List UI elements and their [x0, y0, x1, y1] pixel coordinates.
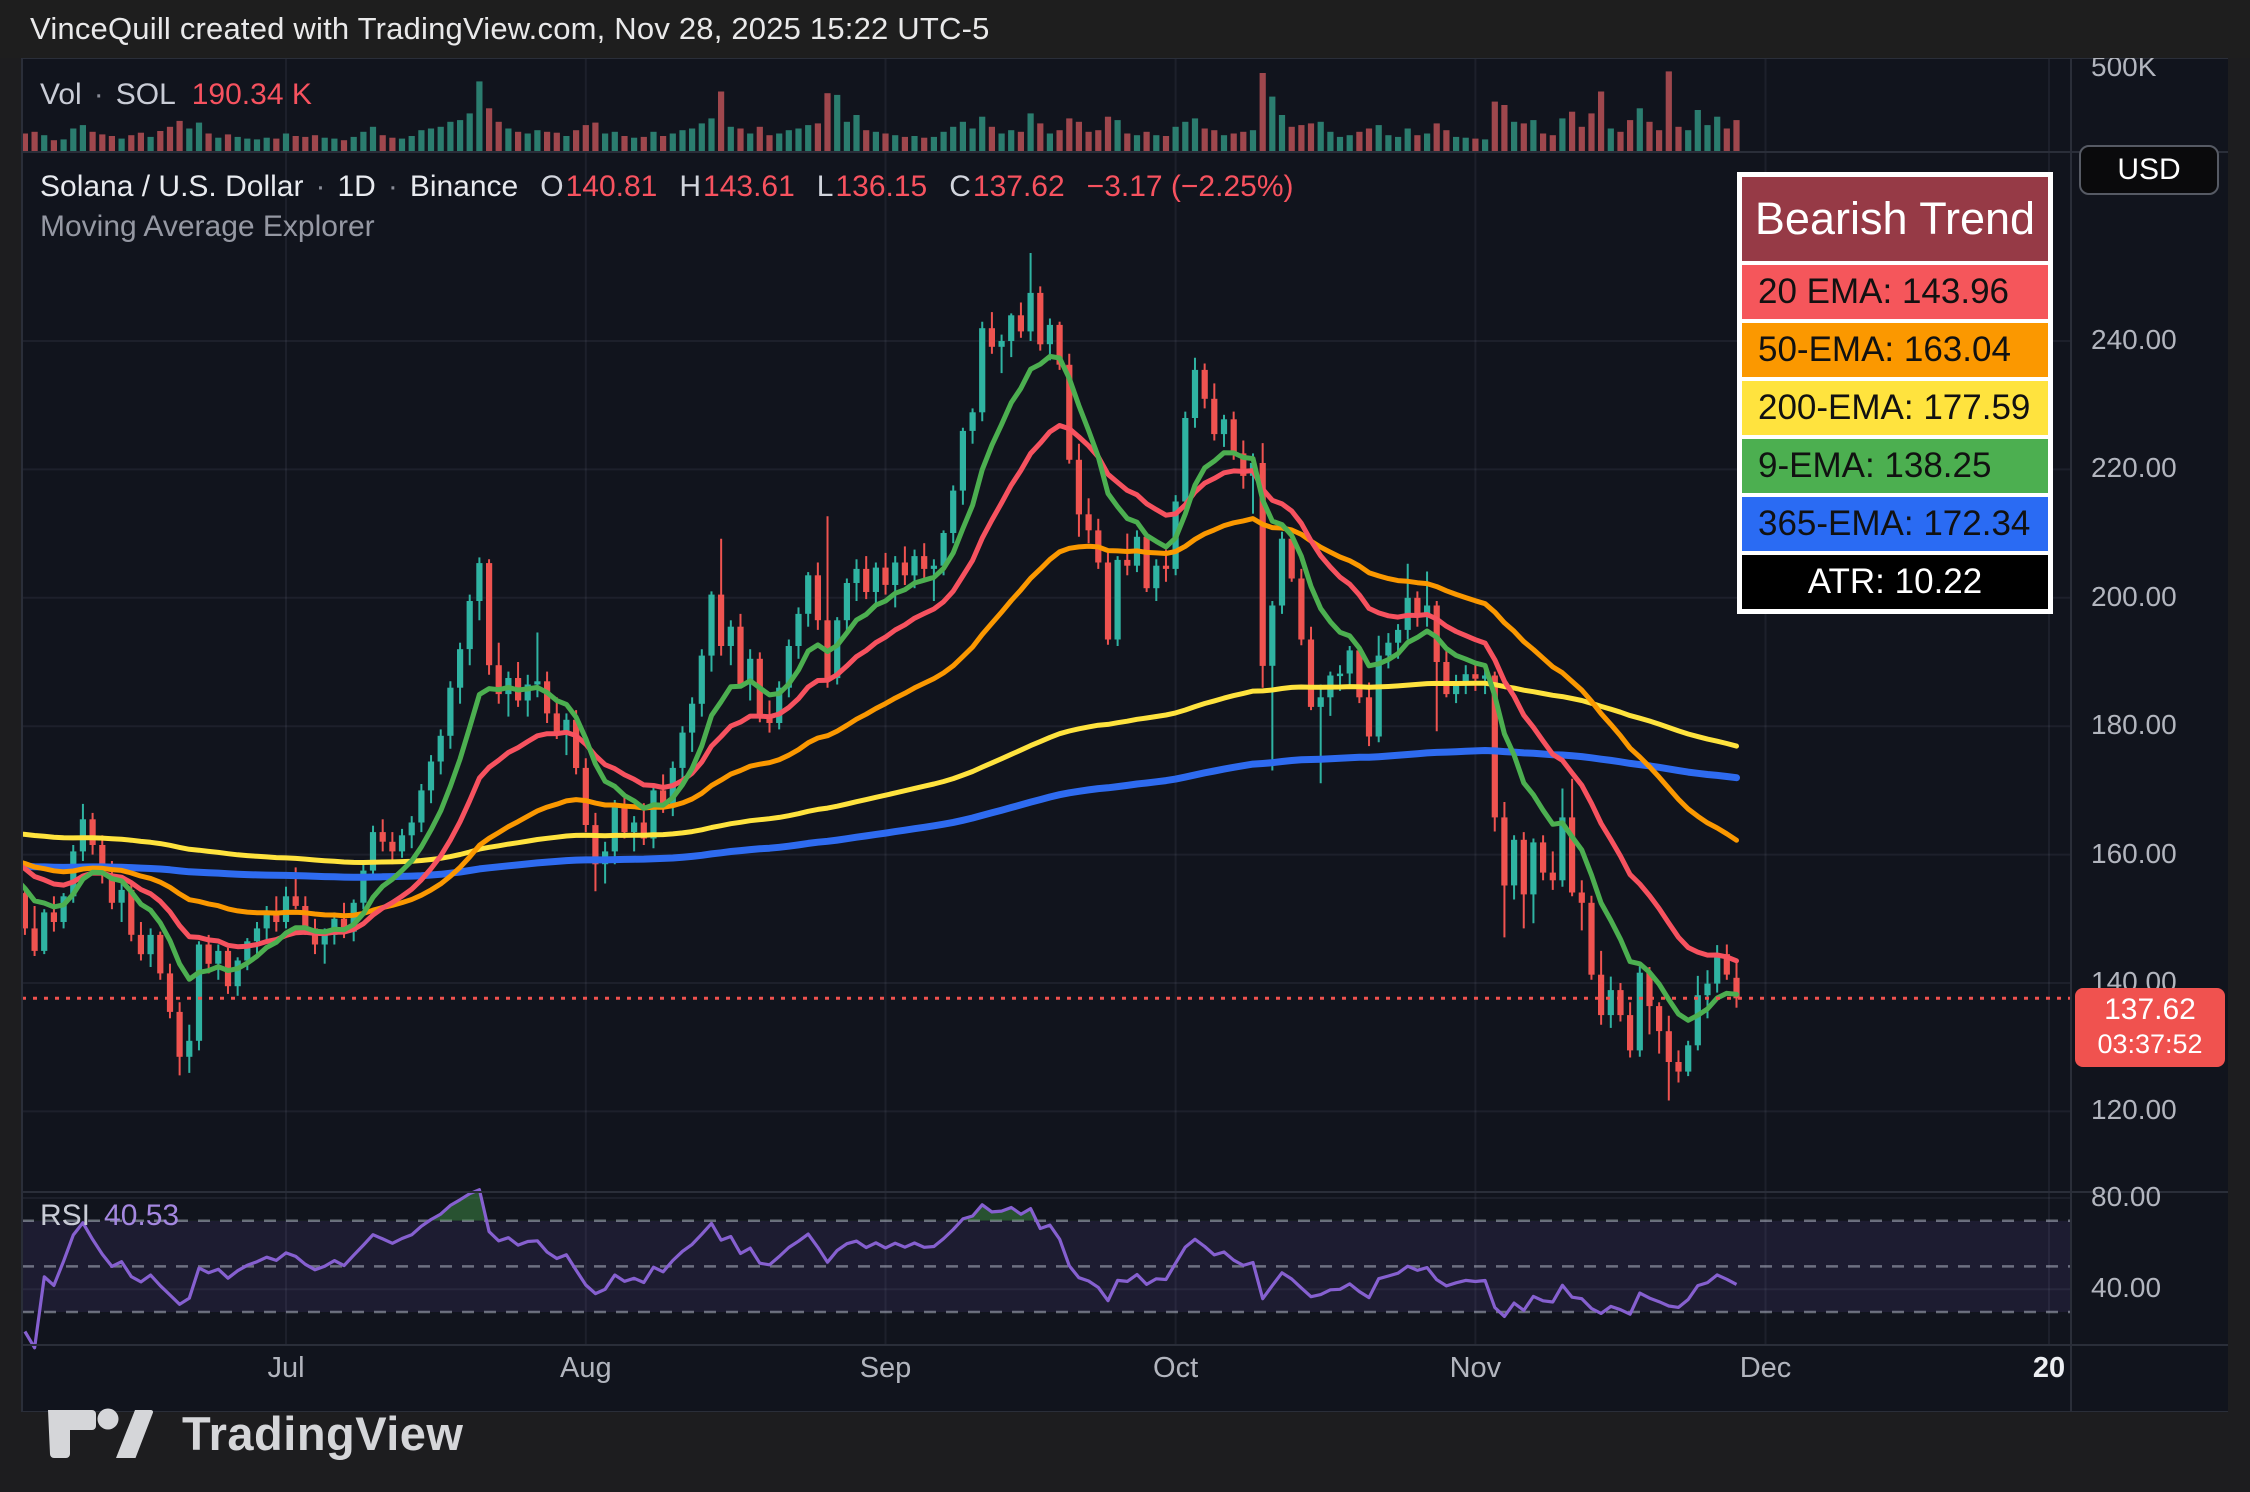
- low-value: L136.15: [816, 170, 928, 203]
- separator-dot: ·: [93, 78, 104, 111]
- year-label: 20: [2032, 1352, 2066, 1384]
- last-price-value: 137.62: [2104, 993, 2196, 1026]
- volume-legend[interactable]: Vol · SOL 190.34 K: [40, 78, 312, 112]
- month-label: Dec: [1739, 1352, 1792, 1384]
- close-value: C137.62: [949, 170, 1065, 203]
- indicator-name: Moving Average Explorer: [40, 210, 375, 243]
- month-label: Sep: [859, 1352, 912, 1384]
- price-axis-tick: 120.00: [2091, 1094, 2177, 1126]
- ma-panel-rows: 20 EMA: 143.96 50-EMA: 163.04 200-EMA: 177…: [1742, 265, 2048, 609]
- month-label: Oct: [1153, 1352, 1199, 1384]
- separator-dot: ·: [315, 170, 326, 203]
- change-value: −3.17 (−2.25%): [1086, 170, 1294, 203]
- high-value: H143.61: [679, 170, 795, 203]
- rsi-legend[interactable]: RSI 40.53: [40, 1199, 179, 1233]
- month-label: Jul: [267, 1352, 305, 1384]
- bar-countdown: 03:37:52: [2097, 1029, 2203, 1059]
- rsi-label: RSI: [40, 1199, 91, 1232]
- open-value: O140.81: [540, 170, 658, 203]
- last-price-badge[interactable]: 137.62 03:37:52: [2075, 988, 2225, 1067]
- ma-panel-row: 20 EMA: 143.96: [1742, 265, 2048, 319]
- ma-panel-row: 9-EMA: 138.25: [1742, 439, 2048, 493]
- volume-value: 190.34 K: [191, 78, 312, 111]
- price-axis-tick: 200.00: [2091, 580, 2177, 612]
- separator-dot: ·: [387, 170, 398, 203]
- tradingview-mark-icon: [48, 1408, 154, 1458]
- indicator-legend[interactable]: Moving Average Explorer: [40, 210, 375, 244]
- trend-status-label: Bearish Trend: [1742, 177, 2048, 261]
- month-label: Nov: [1449, 1352, 1502, 1384]
- attribution-text: VinceQuill created with TradingView.com,…: [30, 11, 990, 46]
- price-axis-tick: 220.00: [2091, 452, 2177, 484]
- ma-panel-row: 200-EMA: 177.59: [1742, 381, 2048, 435]
- attribution-bar: VinceQuill created with TradingView.com,…: [0, 0, 2250, 58]
- month-label: Aug: [559, 1352, 612, 1384]
- price-axis-tick: 160.00: [2091, 837, 2177, 869]
- ma-panel-row: ATR: 10.22: [1742, 555, 2048, 609]
- rsi-value: 40.53: [104, 1199, 180, 1232]
- volume-legend-symbol: SOL: [115, 78, 176, 111]
- rsi-axis-tick: 40.00: [2091, 1272, 2162, 1304]
- price-axis-tick: 240.00: [2091, 324, 2177, 355]
- footer-bar: [0, 1412, 2250, 1492]
- symbol-legend[interactable]: Solana / U.S. Dollar · 1D · Binance O140…: [40, 170, 1293, 204]
- tradingview-logo[interactable]: TradingView: [46, 1406, 464, 1461]
- tradingview-wordmark: TradingView: [182, 1407, 464, 1460]
- currency-toggle-button[interactable]: USD: [2079, 145, 2219, 195]
- price-axis-tick: 180.00: [2091, 709, 2177, 741]
- ma-panel-row: 50-EMA: 163.04: [1742, 323, 2048, 377]
- ma-summary-panel: Bearish Trend 20 EMA: 143.96 50-EMA: 163.…: [1737, 172, 2053, 614]
- ma-panel-row: 365-EMA: 172.34: [1742, 497, 2048, 551]
- rsi-axis-tick: 80.00: [2091, 1181, 2162, 1212]
- volume-legend-source: Vol: [40, 78, 82, 111]
- exchange-label: Binance: [409, 170, 519, 203]
- interval-label: 1D: [337, 170, 376, 203]
- symbol-title: Solana / U.S. Dollar: [40, 170, 304, 203]
